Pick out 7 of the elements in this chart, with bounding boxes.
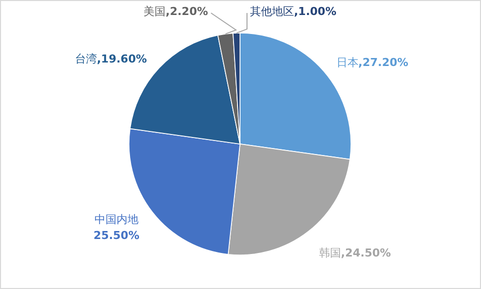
slice-label: 中国内地 — [94, 212, 138, 226]
data-label: ,24.50% — [340, 246, 391, 260]
data-label: ,19.60% — [96, 52, 147, 66]
data-label: ,1.00% — [294, 5, 336, 18]
data-label: 25.50% — [94, 228, 140, 242]
data-label: ,2.20% — [166, 5, 208, 18]
data-label: ,27.20% — [358, 56, 408, 69]
